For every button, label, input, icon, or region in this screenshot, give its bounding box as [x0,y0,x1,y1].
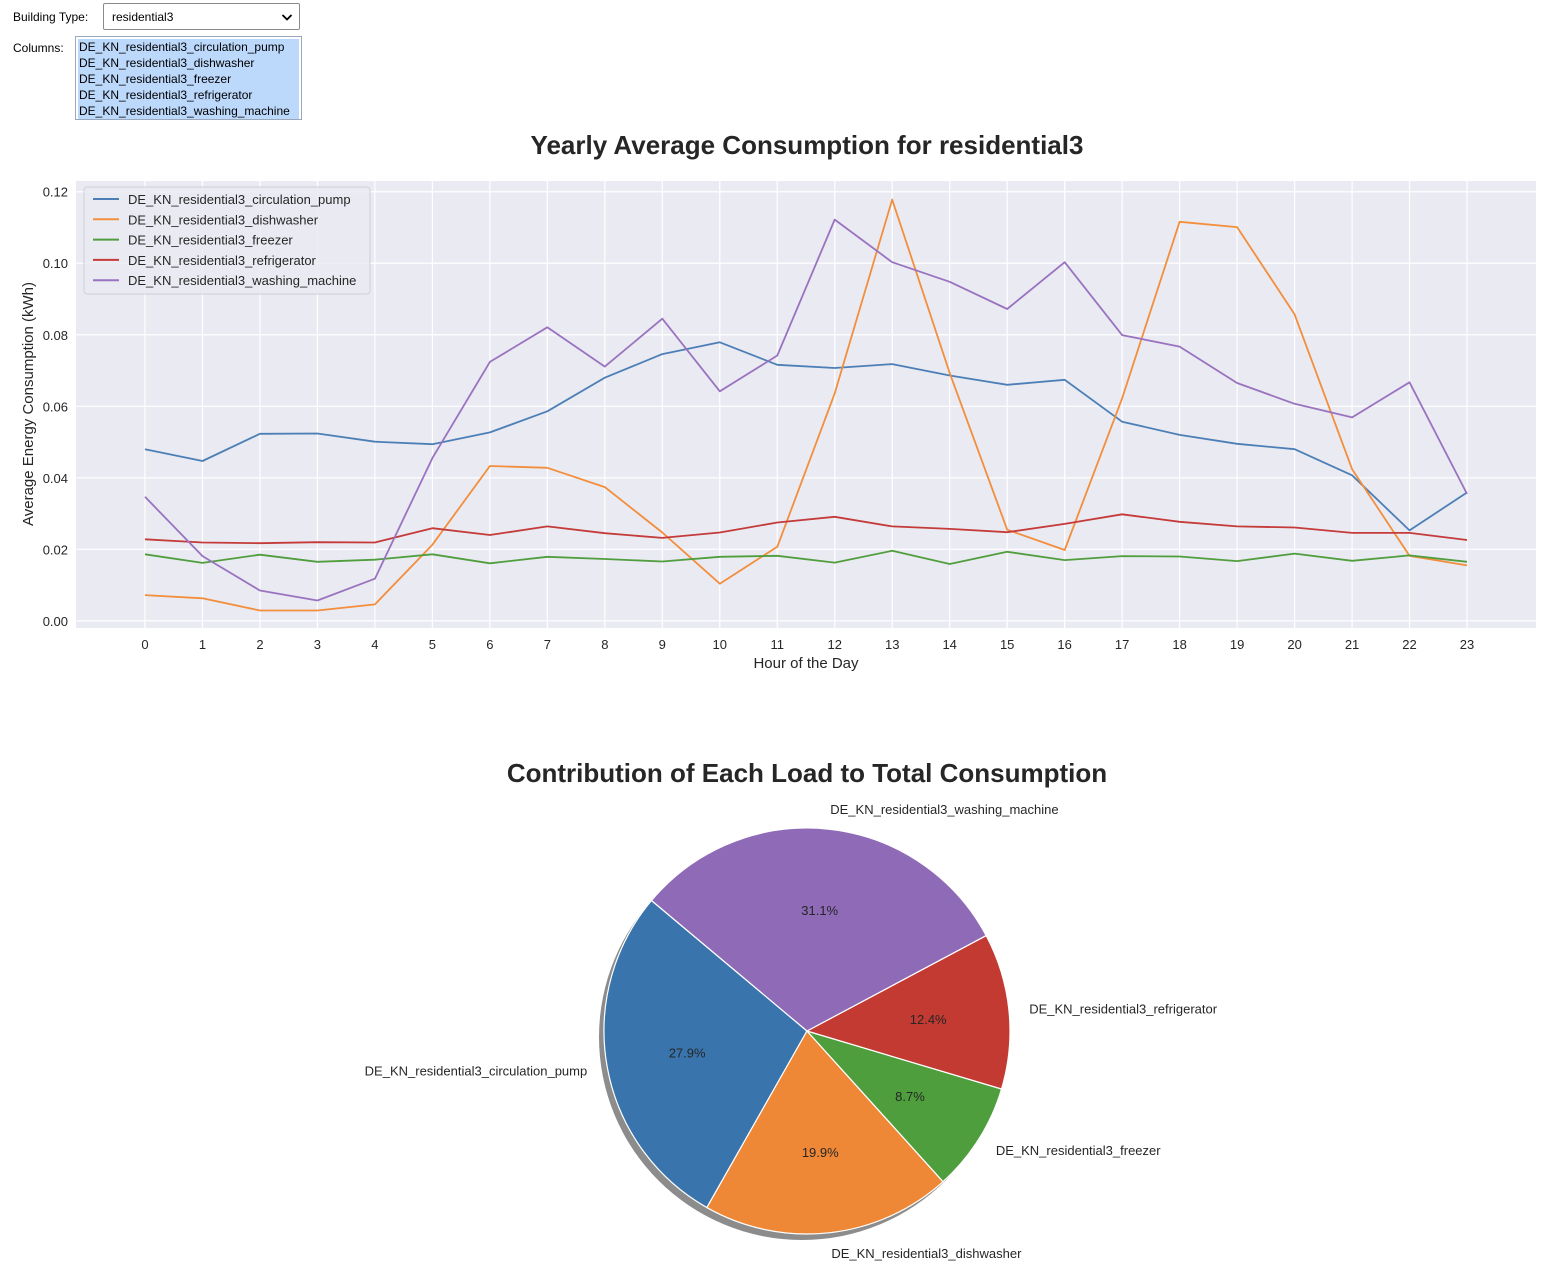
y-tick-label: 0.10 [43,256,68,271]
x-tick-label: 18 [1172,637,1186,652]
building-type-label: Building Type: [13,10,89,24]
x-tick-label: 20 [1287,637,1301,652]
x-tick-label: 6 [486,637,493,652]
x-tick-label: 1 [199,637,206,652]
y-tick-label: 0.08 [43,328,68,343]
x-tick-label: 8 [601,637,608,652]
y-tick-label: 0.02 [43,542,68,557]
pie-percent-label: 8.7% [895,1089,925,1104]
x-tick-label: 15 [1000,637,1014,652]
series-line [144,549,1468,565]
x-tick-label: 16 [1057,637,1071,652]
pie-slice-label: DE_KN_residential3_refrigerator [1029,1002,1218,1017]
legend-entry: DE_KN_residential3_refrigerator [128,253,317,268]
x-tick-label: 3 [314,637,321,652]
y-tick-label: 0.12 [43,185,68,200]
line-chart: Yearly Average Consumption for residenti… [20,130,1536,672]
pie-percent-label: 31.1% [801,903,838,918]
pie-percent-label: 19.9% [802,1145,839,1160]
x-tick-label: 4 [371,637,378,652]
x-tick-label: 10 [713,637,727,652]
pie-slice [603,899,808,1209]
pie-slice [805,1029,1003,1183]
series-lines [144,198,1468,612]
columns-listbox[interactable]: DE_KN_residential3_circulation_pump DE_K… [75,36,302,120]
pie-chart-title: Contribution of Each Load to Total Consu… [507,758,1107,788]
columns-option[interactable]: DE_KN_residential3_refrigerator [78,87,299,103]
pie-slice [805,934,1011,1090]
pie-chart: Contribution of Each Load to Total Consu… [365,758,1218,1261]
pie-percent-labels: 27.9% 19.9% 8.7% 12.4% 31.1% [669,903,947,1160]
x-tick-label: 14 [942,637,956,652]
columns-option[interactable]: DE_KN_residential3_washing_machine [78,103,299,119]
x-tick-labels: 0 1 2 3 4 5 6 7 8 9 10 11 12 13 14 15 16 17 18 19 20 21 22 23 [141,637,1474,652]
y-tick-label: 0.04 [43,471,68,486]
x-tick-label: 17 [1115,637,1129,652]
pie-slice-label: DE_KN_residential3_dishwasher [831,1246,1022,1261]
series-line [144,513,1468,545]
building-type-value: residential3 [112,10,174,24]
x-tick-label: 7 [544,637,551,652]
legend-entry: DE_KN_residential3_circulation_pump [128,192,351,207]
legend: DE_KN_residential3_circulation_pump DE_KN… [83,186,371,295]
columns-label: Columns: [13,41,64,55]
pie-percent-label: 12.4% [910,1012,947,1027]
y-axis-label: Average Energy Consumption (kWh) [20,282,37,526]
pie-slice-label: DE_KN_residential3_circulation_pump [365,1064,588,1079]
line-chart-title: Yearly Average Consumption for residenti… [531,130,1084,160]
chevron-down-icon [281,14,293,21]
pie-percent-label: 27.9% [669,1046,706,1061]
y-tick-labels: 0.00 0.02 0.04 0.06 0.08 0.10 0.12 [43,185,68,629]
x-tick-label: 19 [1230,637,1244,652]
pie-slices [603,827,1011,1235]
series-line [144,341,1468,532]
series-line [144,198,1468,612]
pie-slice [650,827,987,1032]
legend-box [83,186,371,295]
legend-entry: DE_KN_residential3_washing_machine [128,273,356,288]
x-tick-label: 22 [1402,637,1416,652]
x-tick-label: 13 [885,637,899,652]
building-type-select[interactable]: residential3 [103,3,300,30]
pie-slice [706,1029,944,1235]
series-line [144,218,1468,602]
pie-slice-label: DE_KN_residential3_washing_machine [830,802,1058,817]
x-tick-label: 12 [828,637,842,652]
x-tick-label: 5 [429,637,436,652]
x-tick-label: 0 [141,637,148,652]
x-axis-label: Hour of the Day [753,655,859,672]
x-tick-label: 23 [1460,637,1474,652]
y-tick-label: 0.06 [43,399,68,414]
x-tick-label: 21 [1345,637,1359,652]
x-tick-label: 11 [771,637,785,652]
x-tick-label: 9 [659,637,666,652]
legend-entry: DE_KN_residential3_freezer [128,233,293,248]
columns-option[interactable]: DE_KN_residential3_dishwasher [78,55,299,71]
pie-slice-label: DE_KN_residential3_freezer [996,1143,1161,1158]
y-tick-label: 0.00 [43,614,68,629]
legend-entry: DE_KN_residential3_dishwasher [128,212,319,227]
pie-slice-labels: DE_KN_residential3_circulation_pump DE_KN… [365,802,1218,1261]
x-tick-label: 2 [256,637,263,652]
columns-option[interactable]: DE_KN_residential3_freezer [78,71,299,87]
columns-option[interactable]: DE_KN_residential3_circulation_pump [78,39,299,55]
